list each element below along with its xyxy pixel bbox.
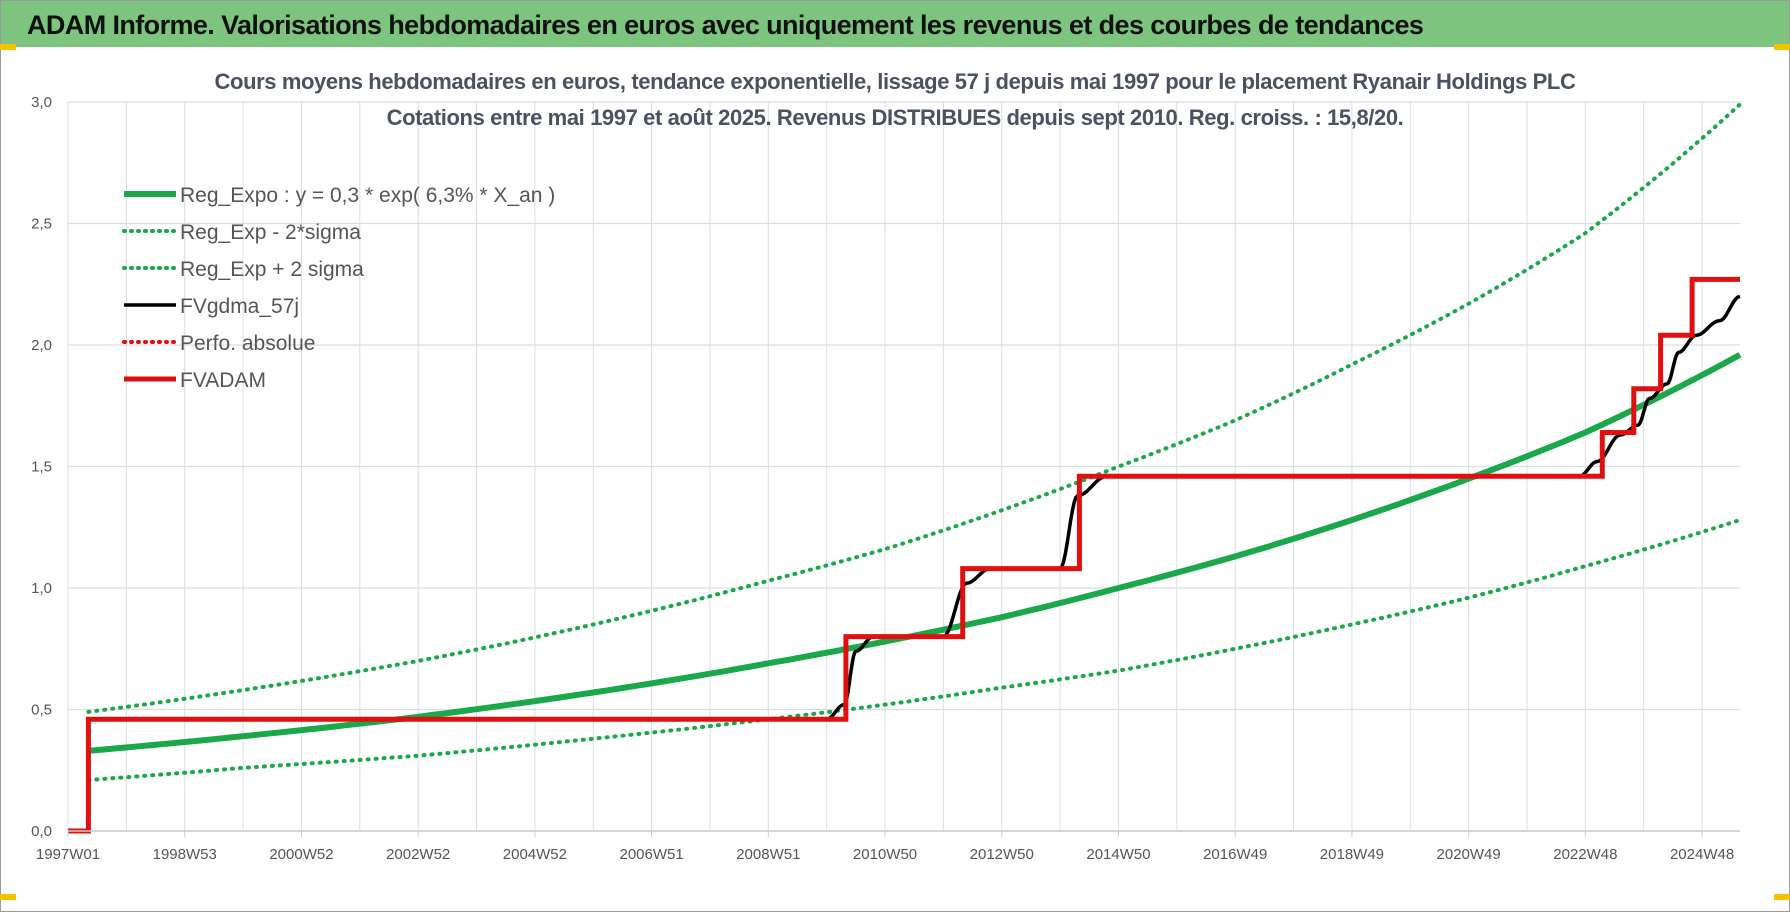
x-tick-label: 2010W50 (853, 846, 917, 863)
series-line-0 (88, 352, 1742, 754)
corner-mark-bottom-right (1774, 894, 1790, 900)
x-tick-label: 2012W50 (970, 846, 1034, 863)
x-tick-label: 2002W52 (386, 846, 450, 863)
legend-label: Reg_Exp - 2*sigma (180, 221, 361, 244)
x-tick-label: 2008W51 (736, 846, 800, 863)
chart: 0,0 0,5 1,0 1,5 2,0 2,5 3,0 1997W01 1998W53 2000W… (31, 69, 1742, 863)
grid (67, 101, 1740, 832)
legend-label: FVADAM (180, 369, 266, 392)
legend-label: Reg_Exp + 2 sigma (180, 258, 364, 281)
legend: Reg_Expo : y = 0,3 * exp( 6,3% * X_an ) R… (122, 184, 555, 392)
y-tick-label: 1,0 (31, 580, 52, 597)
x-tick-label: 2004W52 (503, 846, 567, 863)
corner-mark-bottom-left (0, 894, 16, 900)
series-line-3 (68, 294, 1741, 833)
chart-title: Cours moyens hebdomadaires en euros, ten… (215, 69, 1576, 94)
corner-mark-top-right (1774, 44, 1790, 50)
page-title: ADAM Informe. Valorisations hebdomadaire… (27, 10, 1424, 40)
x-tick-label: 2006W51 (619, 846, 683, 863)
y-tick-label: 0,0 (31, 823, 52, 840)
x-tick-label: 2024W48 (1670, 846, 1734, 863)
x-tick-label: 2022W48 (1553, 846, 1617, 863)
series-line-1 (86, 518, 1742, 782)
x-tick-label: 2000W52 (269, 846, 333, 863)
header-bar: ADAM Informe. Valorisations hebdomadaire… (1, 1, 1789, 47)
x-tick-label: 2020W49 (1437, 846, 1501, 863)
y-tick-label: 3,0 (31, 94, 52, 111)
x-tick-label: 1997W01 (36, 846, 100, 863)
series-line-2 (86, 102, 1742, 714)
series-layer (68, 102, 1742, 834)
y-tick-label: 1,5 (31, 459, 52, 476)
legend-label: Perfo. absolue (180, 332, 315, 355)
series-line-5 (68, 276, 1740, 834)
y-tick-label: 0,5 (31, 702, 52, 719)
chart-subtitle: Cotations entre mai 1997 et août 2025. R… (387, 105, 1404, 130)
y-tick-label: 2,0 (31, 337, 52, 354)
x-tick-label: 1998W53 (153, 846, 217, 863)
x-tick-label: 2018W49 (1320, 846, 1384, 863)
legend-label: FVgdma_57j (180, 295, 299, 318)
x-tick-label: 2014W50 (1086, 846, 1150, 863)
axes: 0,0 0,5 1,0 1,5 2,0 2,5 3,0 1997W01 1998W53 2000W… (31, 94, 1740, 863)
legend-label: Reg_Expo : y = 0,3 * exp( 6,3% * X_an ) (180, 184, 555, 207)
x-tick-label: 2016W49 (1203, 846, 1267, 863)
y-tick-label: 2,5 (31, 216, 52, 233)
corner-mark-top-left (0, 44, 16, 50)
